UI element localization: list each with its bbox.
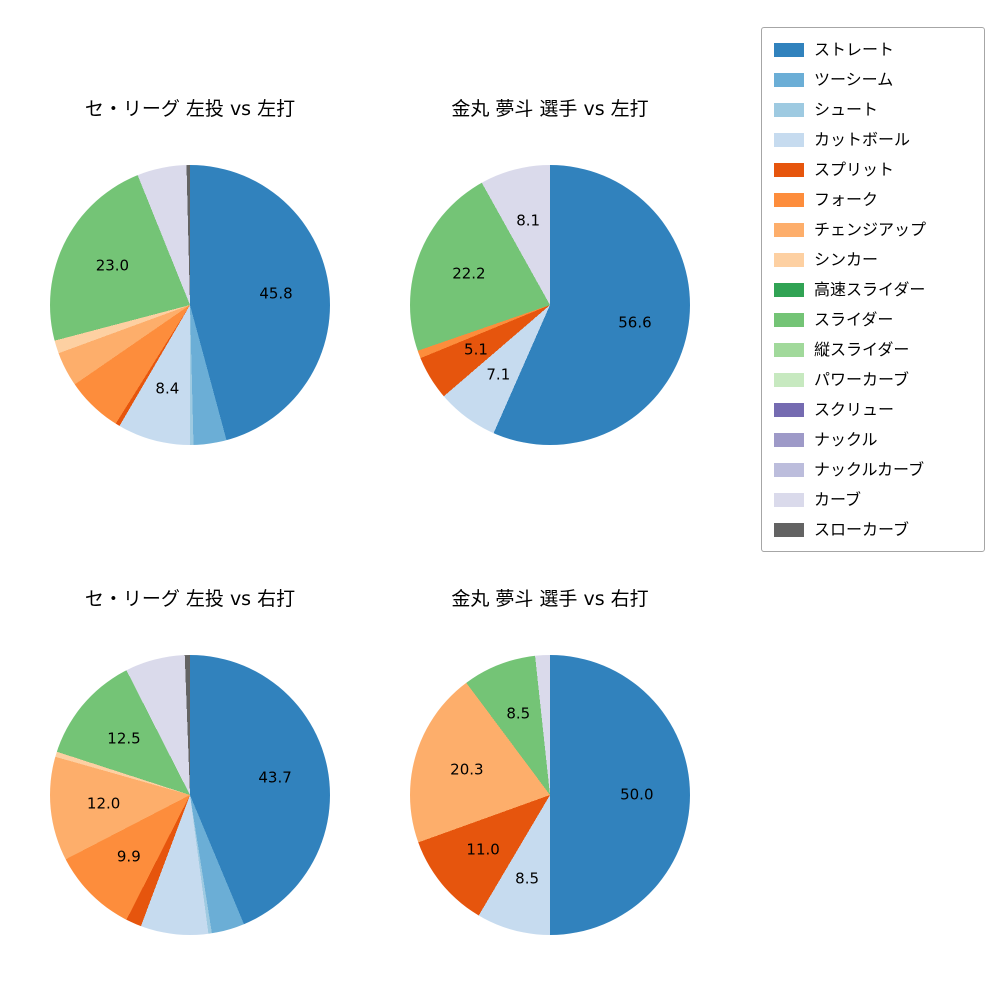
pie-slice-label: 8.1 [516,211,541,230]
legend-item-label: カーブ [814,490,862,509]
legend-item: カットボール [774,129,972,150]
pie-chart-kanemaru-vs-right: 50.0 8.5 11.0 20.3 8.5 [410,655,690,935]
legend-swatch [774,162,804,177]
legend-item-label: スクリュー [814,400,895,419]
legend-swatch [774,462,804,477]
legend-item: ナックルカーブ [774,459,972,480]
legend-item: チェンジアップ [774,219,972,240]
legend-item: カーブ [774,489,972,510]
pie-chart-ce-league-vs-right: 43.7 9.9 12.0 12.5 [50,655,330,935]
pie-slice-label: 12.5 [107,729,141,748]
legend-item-label: スプリット [814,160,895,179]
legend-item: 縦スライダー [774,339,972,360]
chart-kanemaru-vs-left: 金丸 夢斗 選手 vs 左打 56.6 7.1 5.1 22.2 8.1 [410,97,690,445]
legend-item: パワーカーブ [774,369,972,390]
chart-kanemaru-vs-right: 金丸 夢斗 選手 vs 右打 50.0 8.5 11.0 20.3 8.5 [410,587,690,935]
chart-title: セ・リーグ 左投 vs 右打 [84,588,296,610]
pie-slice-label: 20.3 [450,760,484,779]
legend-swatch [774,522,804,537]
legend-item: ナックル [774,429,972,450]
chart-ce-league-vs-left: セ・リーグ 左投 vs 左打 45.8 8.4 23.0 [50,97,330,445]
legend-swatch [774,342,804,357]
legend-item-label: ナックルカーブ [814,460,925,479]
pie-chart-ce-league-vs-left: 45.8 8.4 23.0 [50,165,330,445]
pie-slice-label: 8.5 [515,869,540,888]
legend-swatch [774,132,804,147]
chart-title: 金丸 夢斗 選手 vs 右打 [451,588,649,610]
legend-swatch [774,282,804,297]
legend-item-label: スライダー [814,310,894,329]
legend-item: シュート [774,99,972,120]
legend-swatch [774,252,804,267]
chart-ce-league-vs-right: セ・リーグ 左投 vs 右打 43.7 9.9 12.0 12.5 [50,587,330,935]
legend-swatch [774,222,804,237]
pie-slice-label: 11.0 [466,840,500,859]
legend-item: スライダー [774,309,972,330]
legend-item-label: フォーク [814,190,879,209]
legend-item: スプリット [774,159,972,180]
pie-slice-label: 45.8 [259,284,293,303]
legend-item-label: ストレート [814,40,895,59]
pie-slice-label: 12.0 [86,794,121,813]
legend-swatch [774,312,804,327]
legend-item: ツーシーム [774,69,972,90]
legend-item: ストレート [774,39,972,60]
legend-item: フォーク [774,189,972,210]
pie-slice-label: 23.0 [95,256,130,275]
legend-item: 高速スライダー [774,279,972,300]
legend-swatch [774,42,804,57]
legend-swatch [774,402,804,417]
legend-item-label: シンカー [814,250,879,269]
pie-slice-label: 56.6 [618,313,652,332]
pie-slice-label: 8.5 [506,704,531,723]
legend-item: スクリュー [774,399,972,420]
legend-item: シンカー [774,249,972,270]
pie-slice-label: 22.2 [452,264,486,283]
legend: ストレートツーシームシュートカットボール スプリットフォークチェンジアップ シンカー… [761,27,985,552]
pie-slice-label: 5.1 [464,340,488,359]
legend-swatch [774,102,804,117]
legend-item-label: ツーシーム [814,70,894,89]
pie-slice-label: 7.1 [486,365,511,384]
pie-slice-label: 50.0 [620,785,654,804]
legend-swatch [774,372,804,387]
legend-swatch [774,432,804,447]
pie-slice-label: 9.9 [116,847,141,866]
pie-slice-label: 43.7 [258,768,292,787]
legend-item-label: パワーカーブ [814,370,910,389]
legend-item-label: 縦スライダー [814,340,910,359]
chart-title: セ・リーグ 左投 vs 左打 [84,98,296,120]
legend-item-label: 高速スライダー [814,280,926,299]
pie-chart-kanemaru-vs-left: 56.6 7.1 5.1 22.2 8.1 [410,165,690,445]
pie-slice-label: 8.4 [155,379,180,398]
legend-item: スローカーブ [774,519,972,540]
legend-swatch [774,492,804,507]
legend-item-label: ナックル [814,430,878,449]
legend-swatch [774,72,804,87]
chart-title: 金丸 夢斗 選手 vs 左打 [451,98,649,120]
legend-item-label: カットボール [814,130,911,149]
legend-item-label: スローカーブ [814,520,910,539]
legend-item-label: チェンジアップ [814,220,927,239]
legend-swatch [774,192,804,207]
legend-item-label: シュート [814,100,879,119]
